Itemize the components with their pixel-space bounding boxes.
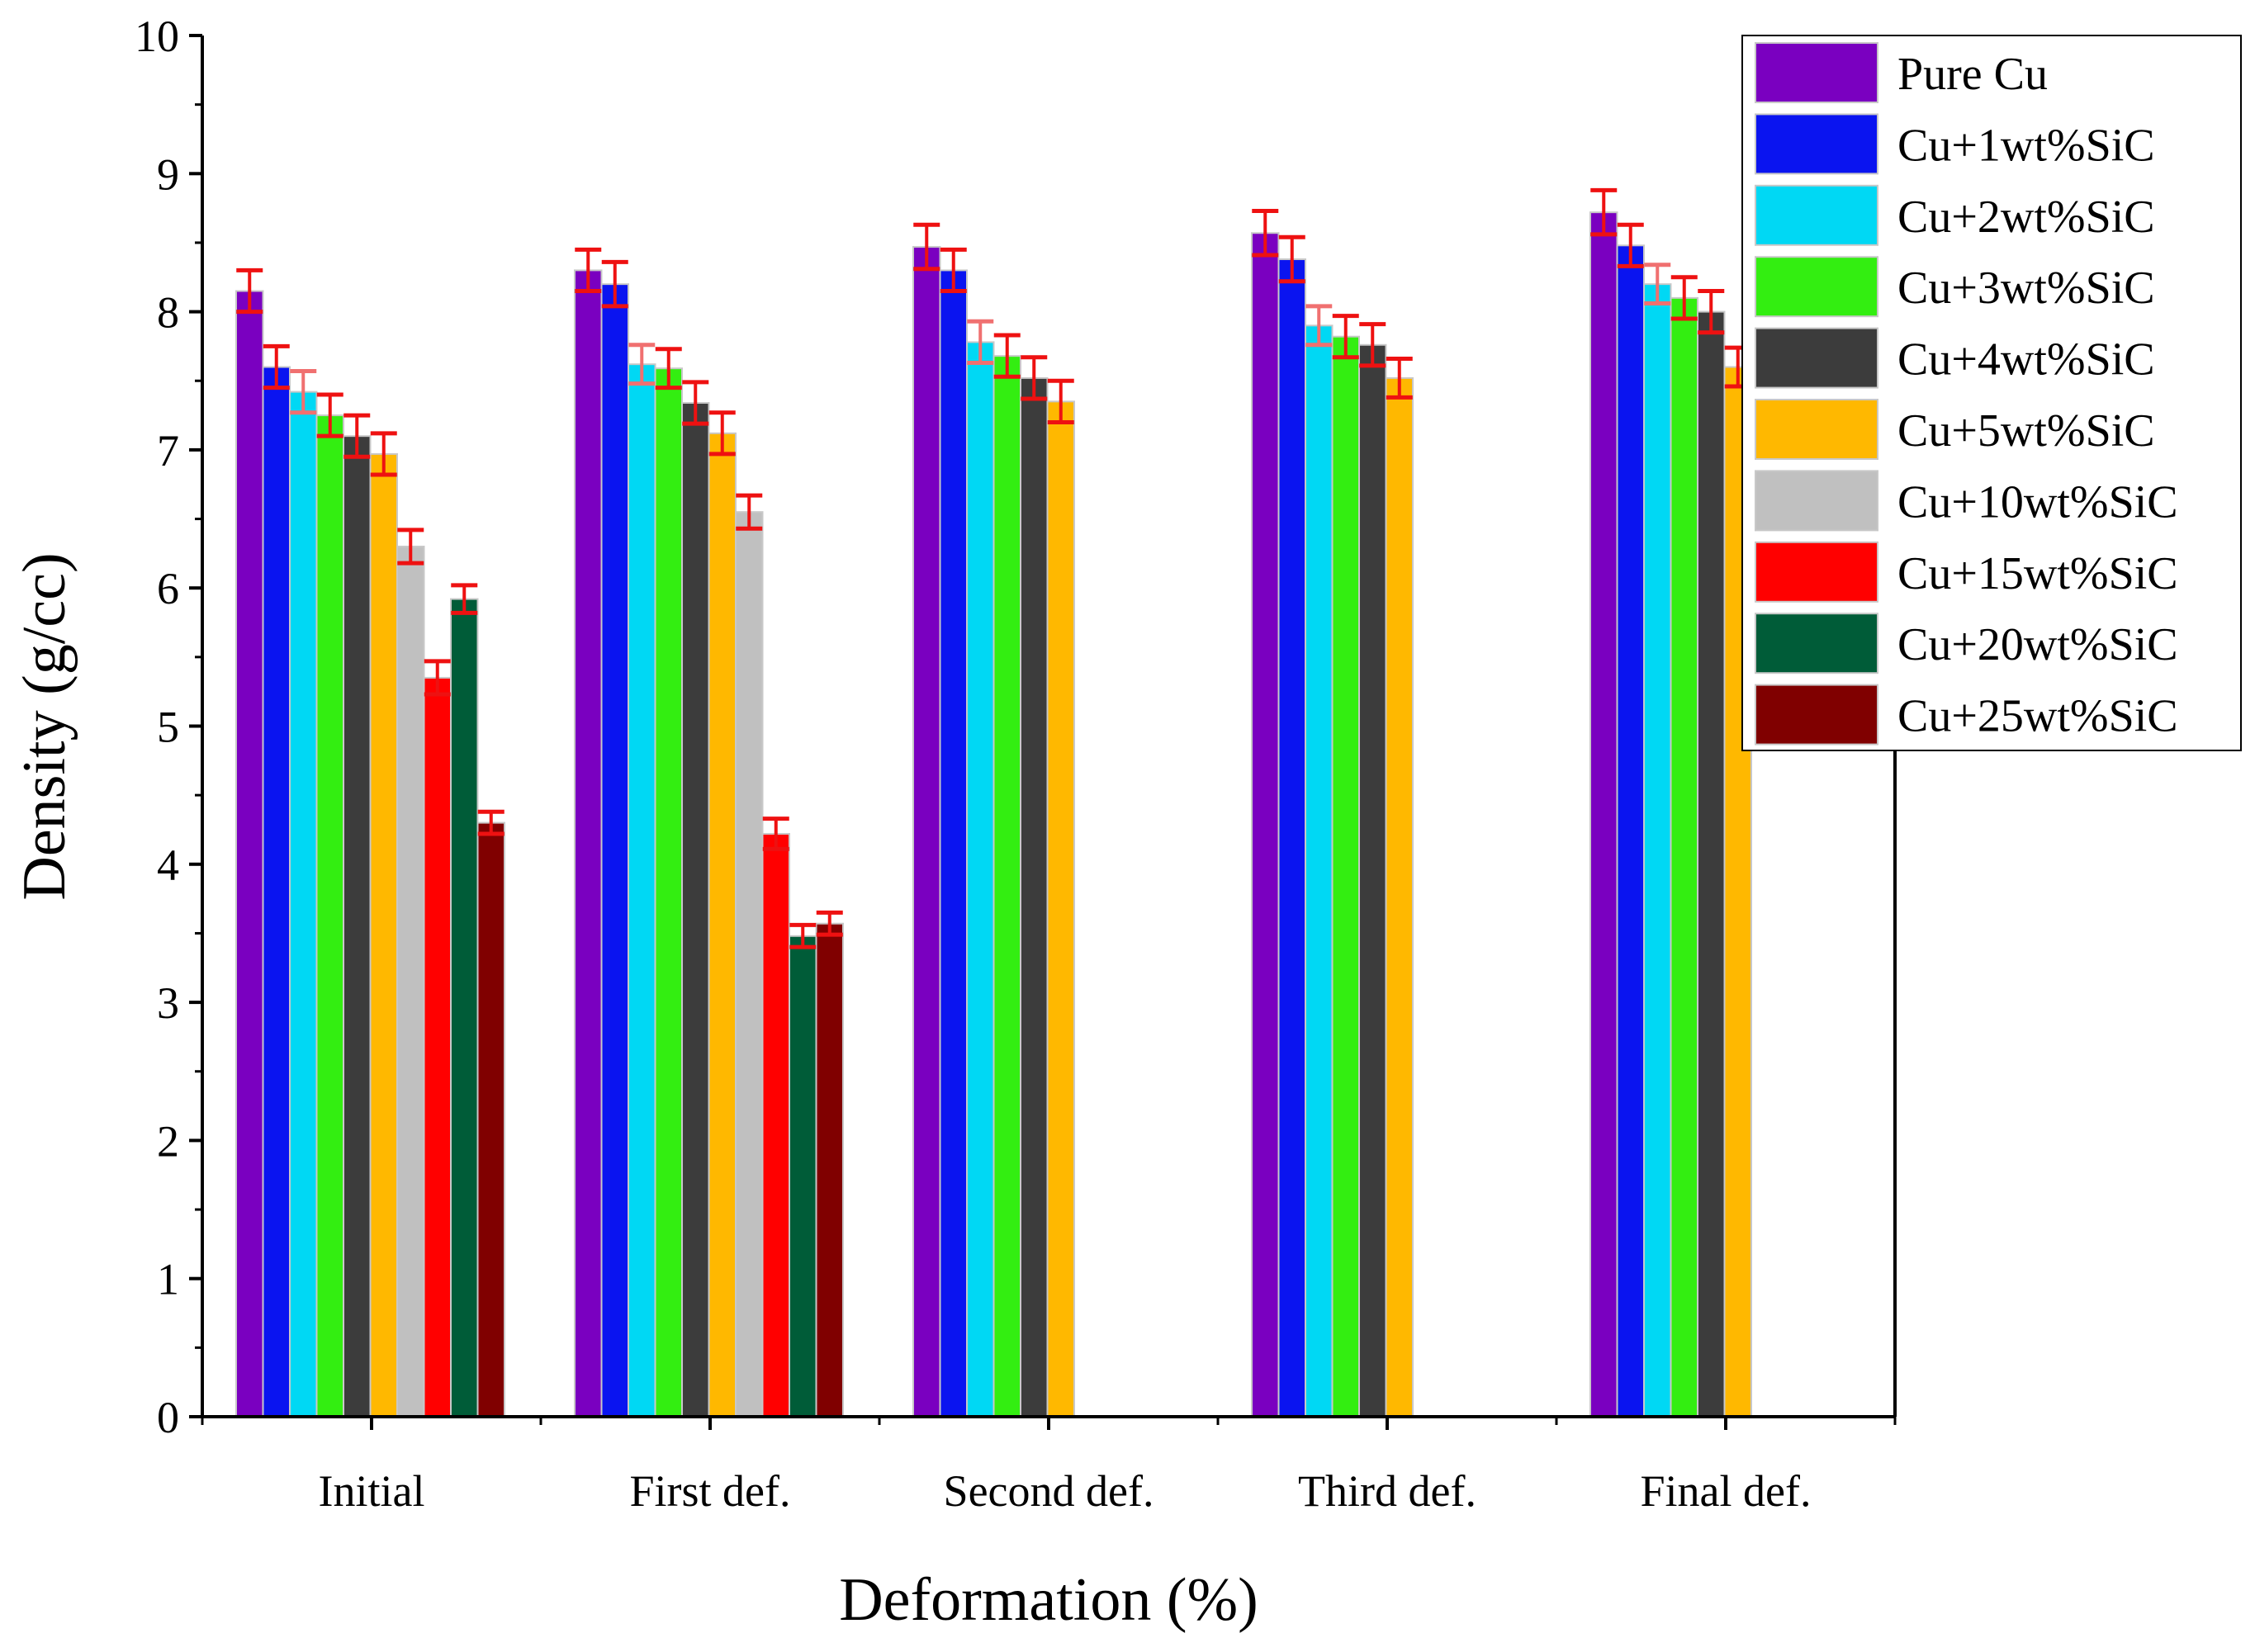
bar	[1277, 258, 1306, 1418]
legend-label: Cu+25wt%SiC	[1897, 691, 2178, 742]
bar	[761, 832, 790, 1418]
legend-label: Cu+10wt%SiC	[1897, 476, 2178, 528]
y-tick-label: 0	[157, 1393, 179, 1442]
bar	[262, 366, 291, 1418]
bar	[1020, 376, 1049, 1418]
y-tick-label: 3	[157, 978, 179, 1028]
bar	[681, 402, 710, 1418]
bar	[1046, 400, 1075, 1418]
bar	[1251, 232, 1280, 1418]
bar	[789, 935, 817, 1418]
legend: Pure Cu Cu+1wt%SiC Cu+2wt%SiC Cu+3wt%SiC Cu+…	[1741, 35, 2242, 751]
bar	[735, 511, 764, 1418]
bar	[1589, 211, 1618, 1418]
y-tick-label: 6	[157, 564, 179, 613]
legend-label: Pure Cu	[1897, 49, 2048, 100]
bar	[1305, 324, 1334, 1418]
bar	[369, 452, 398, 1418]
legend-swatch	[1755, 113, 1878, 175]
bar	[235, 290, 264, 1418]
bar	[654, 367, 683, 1418]
x-tick-label: Second def.	[944, 1466, 1154, 1516]
y-tick-label: 4	[157, 840, 179, 890]
y-tick-label: 5	[157, 703, 179, 752]
y-axis-ticks: 0 1 2 3 4 5 6 7 8 9 10	[135, 12, 202, 1442]
bar	[912, 245, 941, 1418]
legend-label: Cu+20wt%SiC	[1897, 619, 2178, 670]
legend-label: Cu+5wt%SiC	[1897, 405, 2155, 457]
bar	[1670, 296, 1698, 1418]
error-bar-group	[236, 187, 1751, 949]
bar	[939, 269, 968, 1418]
bar	[992, 355, 1021, 1418]
bar	[628, 363, 656, 1418]
bar	[450, 598, 479, 1418]
bar	[966, 341, 995, 1418]
bar	[600, 283, 629, 1418]
bar	[574, 269, 603, 1418]
legend-label: Cu+4wt%SiC	[1897, 334, 2155, 386]
bar	[423, 676, 452, 1418]
legend-swatch	[1755, 684, 1878, 746]
x-tick-label: Third def.	[1298, 1466, 1476, 1516]
bar	[343, 435, 372, 1418]
legend-label: Cu+3wt%SiC	[1897, 263, 2155, 314]
legend-label: Cu+15wt%SiC	[1897, 548, 2178, 599]
bar	[1643, 283, 1672, 1418]
y-tick-label: 9	[157, 149, 179, 199]
legend-swatch	[1755, 327, 1878, 389]
legend-swatch	[1755, 541, 1878, 603]
y-tick-label: 10	[135, 12, 179, 61]
y-tick-label: 1	[157, 1255, 179, 1304]
bar	[815, 922, 844, 1418]
x-axis-title: Deformation (%)	[839, 1566, 1258, 1634]
y-axis-title: Density (g/cc)	[11, 552, 78, 900]
x-axis-ticks: Initial First def. Second def. Third def. Fi…	[201, 1417, 1897, 1516]
legend-label: Cu+1wt%SiC	[1897, 120, 2155, 171]
bar	[315, 414, 344, 1418]
legend-swatch	[1755, 256, 1878, 318]
bar	[1385, 376, 1414, 1418]
legend-swatch	[1755, 470, 1878, 532]
x-tick-label: Final def.	[1641, 1466, 1812, 1516]
bar	[1697, 310, 1726, 1418]
bar	[708, 432, 737, 1418]
legend-swatch	[1755, 42, 1878, 103]
bar	[1616, 244, 1645, 1418]
legend-label: Cu+2wt%SiC	[1897, 192, 2155, 243]
bar	[289, 391, 318, 1418]
y-tick-label: 8	[157, 288, 179, 338]
y-tick-label: 2	[157, 1116, 179, 1166]
bar	[396, 546, 425, 1418]
legend-swatch	[1755, 399, 1878, 460]
legend-swatch	[1755, 184, 1878, 246]
y-tick-label: 7	[157, 426, 179, 476]
bar	[1331, 335, 1360, 1418]
bar	[476, 821, 505, 1418]
bar	[1358, 343, 1387, 1418]
x-tick-label: First def.	[630, 1466, 791, 1516]
x-tick-label: Initial	[319, 1466, 425, 1516]
legend-swatch	[1755, 613, 1878, 675]
